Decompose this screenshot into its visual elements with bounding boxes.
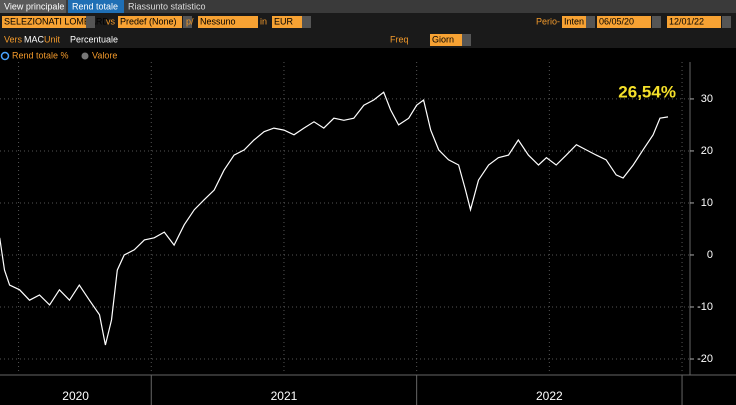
y-tick-label: 0 <box>707 249 713 261</box>
input-text[interactable]: Nessuno <box>200 16 236 26</box>
input-text[interactable]: Inten <box>564 16 584 26</box>
y-tick-label: -10 <box>697 301 713 313</box>
tab-bar <box>0 0 736 13</box>
y-tick-label: 10 <box>701 197 713 209</box>
input[interactable] <box>562 16 586 28</box>
label: Freq <box>390 34 409 44</box>
y-tick-label: -20 <box>697 353 713 365</box>
y-tick-label: 20 <box>701 145 713 157</box>
tab-label[interactable]: Rend totale <box>72 1 118 11</box>
label: Unit <box>44 34 61 44</box>
input[interactable] <box>198 16 258 28</box>
input-text[interactable]: EUR <box>274 16 294 26</box>
legend-marker[interactable] <box>0 51 10 61</box>
label: vs <box>106 16 116 26</box>
input[interactable] <box>430 34 462 46</box>
dropdown[interactable] <box>302 16 311 28</box>
input-text[interactable]: 06/05/20 <box>599 16 634 26</box>
label: in <box>260 16 267 26</box>
legend-marker[interactable] <box>81 52 89 60</box>
input[interactable] <box>597 16 651 28</box>
legend-label[interactable]: Valore <box>92 50 117 60</box>
value-text[interactable]: Percentuale <box>70 34 118 44</box>
x-year-label: 2022 <box>536 389 563 403</box>
tab-label[interactable]: View principale <box>4 1 64 11</box>
dropdown[interactable] <box>586 16 595 28</box>
label: Vers <box>4 34 23 44</box>
input[interactable] <box>272 16 302 28</box>
last-value-label: 26,54% <box>618 82 676 101</box>
calendar-button[interactable] <box>652 16 661 28</box>
input-text[interactable]: SELEZIONATI LOMBARD <box>4 16 109 26</box>
calendar-button[interactable] <box>722 16 731 28</box>
value-text[interactable]: MAC <box>24 34 45 44</box>
dropdown[interactable] <box>183 16 192 28</box>
x-year-label: 2020 <box>62 389 89 403</box>
x-year-label: 2021 <box>271 389 298 403</box>
tab[interactable] <box>68 0 124 13</box>
plot: -20 -10 0 10 20 30 2020 2021 2022 26,54% <box>0 62 713 405</box>
dropdown[interactable] <box>86 16 95 28</box>
input-text[interactable]: Predef (None) <box>120 16 177 26</box>
tab-label[interactable]: Riassunto statistico <box>128 1 206 11</box>
dropdown[interactable] <box>462 34 471 46</box>
input[interactable] <box>667 16 721 28</box>
label: p/ <box>186 16 194 26</box>
legend-label[interactable]: Rend totale % <box>12 50 69 60</box>
label: Perio- <box>536 16 560 26</box>
input-text[interactable]: 12/01/22 <box>669 16 704 26</box>
input[interactable] <box>2 16 86 28</box>
tab[interactable] <box>0 0 66 13</box>
input[interactable] <box>118 16 182 28</box>
y-tick-label: 30 <box>701 93 713 105</box>
line <box>0 91 669 346</box>
input-text[interactable]: Giorn <box>432 34 454 44</box>
